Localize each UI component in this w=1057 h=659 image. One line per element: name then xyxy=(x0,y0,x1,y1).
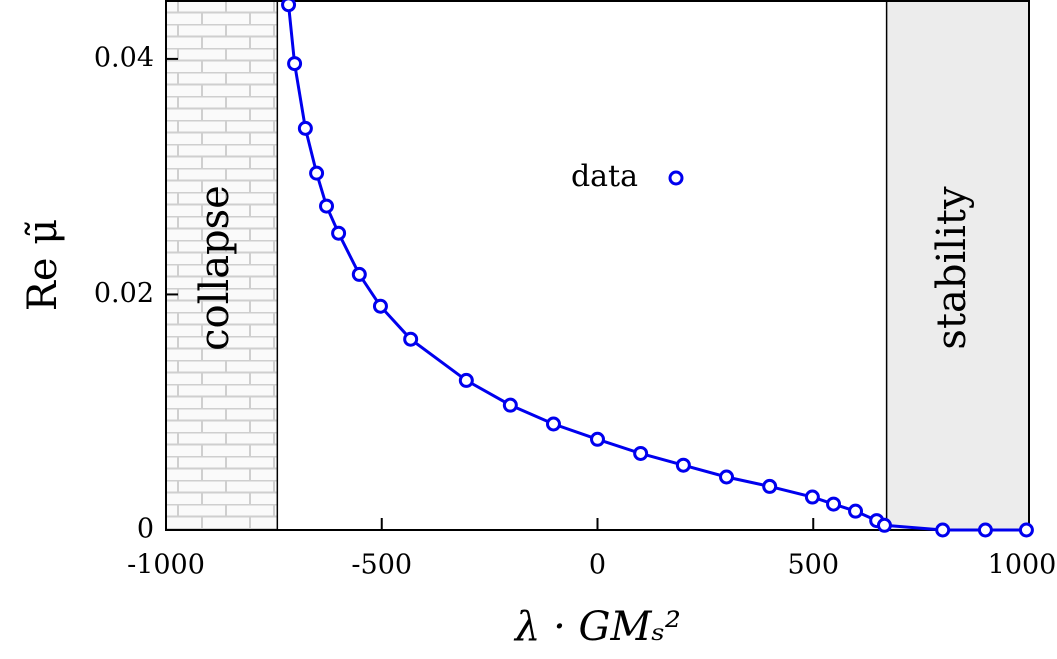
data-point xyxy=(804,489,820,505)
regions xyxy=(166,0,1029,530)
data-point xyxy=(876,517,892,533)
data-point xyxy=(281,0,297,13)
data-point xyxy=(403,331,419,347)
data-point xyxy=(633,445,649,461)
data-point xyxy=(762,478,778,494)
data-point xyxy=(935,522,951,538)
x-tick-label: -1000 xyxy=(127,550,205,581)
y-tick-label: 0.02 xyxy=(94,278,154,309)
data-point xyxy=(351,266,367,282)
legend-label: data xyxy=(571,159,638,194)
collapse-region xyxy=(166,0,278,530)
y-axis-label: Re μ̃ xyxy=(20,219,66,312)
data-point xyxy=(331,225,347,241)
data-point xyxy=(545,416,561,432)
data-point xyxy=(287,56,303,72)
y-tick-label: 0 xyxy=(137,514,154,545)
data-point xyxy=(309,165,325,181)
data-point xyxy=(297,120,313,136)
data-point xyxy=(372,298,388,314)
region-label: stability xyxy=(929,186,975,350)
data-point xyxy=(1018,522,1034,538)
y-tick-label: 0.04 xyxy=(94,42,154,73)
x-tick-label: -500 xyxy=(351,550,412,581)
x-tick-label: 500 xyxy=(787,550,839,581)
legend-marker xyxy=(668,170,684,186)
data-point xyxy=(590,431,605,447)
data-point xyxy=(848,503,864,519)
data-point xyxy=(319,198,335,214)
data-point xyxy=(458,372,474,388)
x-axis-label: λ · GMₛ² xyxy=(513,604,681,650)
data-point xyxy=(675,457,691,473)
x-tick-label: 1000 xyxy=(988,550,1057,581)
data-point xyxy=(719,469,735,485)
stability-region xyxy=(886,0,1029,530)
data-point xyxy=(502,397,518,413)
data-point xyxy=(826,496,842,512)
data-point xyxy=(977,522,993,538)
region-label: collapse xyxy=(192,185,238,351)
x-tick-label: 0 xyxy=(589,550,606,581)
